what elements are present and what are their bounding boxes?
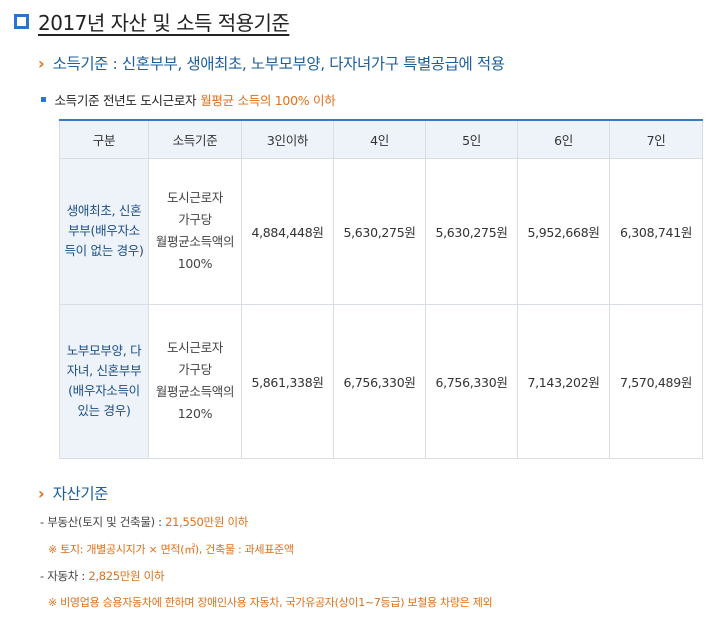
basis-line: 도시근로자 [166, 340, 223, 355]
income-section-heading: › 소득기준 : 신혼부부, 생애최초, 노부모부양, 다자녀가구 특별공급에 … [38, 52, 505, 74]
row-basis: 도시근로자 가구당 월평균소득액의 100% [148, 157, 242, 305]
value-cell: 5,630,275원 [425, 157, 518, 305]
chevron-right-icon: › [38, 483, 45, 503]
bullet-icon: ▪ [40, 94, 47, 105]
header-3-persons: 3인이하 [241, 119, 334, 159]
header-7-persons: 7인 [609, 119, 703, 159]
header-category: 구분 [59, 119, 149, 159]
page-title-row: 2017년 자산 및 소득 적용기준 [14, 6, 290, 36]
value-cell: 6,756,330원 [425, 303, 518, 459]
header-basis: 소득기준 [148, 119, 242, 159]
value-cell: 6,308,741원 [609, 157, 703, 305]
income-table: 구분 소득기준 3인이하 4인 5인 6인 7인 생애최초, 신혼부부(배우자소… [59, 119, 703, 459]
asset-item-label: - 자동차 : [40, 569, 89, 583]
page-title: 2017년 자산 및 소득 적용기준 [38, 10, 290, 35]
value-cell: 5,630,275원 [333, 157, 426, 305]
table-row: 노부모부양, 다자녀, 신혼부부(배우자소득이 있는 경우) 도시근로자 가구당… [59, 303, 703, 459]
basis-line: 가구당 [178, 212, 212, 227]
header-6-persons: 6인 [517, 119, 610, 159]
income-note-text: 소득기준 전년도 도시근로자 [54, 93, 197, 108]
asset-item-note: ※ 비영업용 승용자동차에 한하며 장애인사용 자동차, 국가유공자(상이1~7… [48, 596, 493, 609]
basis-line: 가구당 [178, 362, 212, 377]
header-5-persons: 5인 [425, 119, 518, 159]
header-4-persons: 4인 [333, 119, 426, 159]
basis-line: 월평균소득액의 [155, 384, 235, 399]
income-section-title: 소득기준 : 신혼부부, 생애최초, 노부모부양, 다자녀가구 특별공급에 적용 [52, 55, 505, 73]
value-cell: 4,884,448원 [241, 157, 334, 305]
income-note-highlight: 월평균 소득의 100% 이하 [200, 93, 336, 108]
table-header-row: 구분 소득기준 3인이하 4인 5인 6인 7인 [59, 119, 703, 159]
asset-item-vehicle: - 자동차 : 2,825만원 이하 [40, 568, 165, 584]
chevron-right-icon: › [38, 53, 45, 73]
value-cell: 7,570,489원 [609, 303, 703, 459]
value-cell: 5,861,338원 [241, 303, 334, 459]
basis-line: 도시근로자 [166, 190, 223, 205]
asset-item-value: 2,825만원 이하 [88, 569, 165, 583]
row-basis: 도시근로자 가구당 월평균소득액의 120% [148, 303, 242, 459]
square-outline-icon [14, 13, 29, 29]
value-cell: 7,143,202원 [517, 303, 610, 459]
asset-item-value: 21,550만원 이하 [165, 515, 249, 529]
income-note: ▪ 소득기준 전년도 도시근로자 월평균 소득의 100% 이하 [40, 90, 336, 109]
table-row: 생애최초, 신혼부부(배우자소득이 없는 경우) 도시근로자 가구당 월평균소득… [59, 157, 703, 305]
asset-section-heading: › 자산기준 [38, 482, 108, 504]
row-category: 노부모부양, 다자녀, 신혼부부(배우자소득이 있는 경우) [59, 303, 149, 459]
row-category: 생애최초, 신혼부부(배우자소득이 없는 경우) [59, 157, 149, 305]
asset-item-note: ※ 토지: 개별공시지가 × 면적(㎡), 건축물 : 과세표준액 [48, 543, 294, 556]
asset-item-label: - 부동산(토지 및 건축물) : [40, 515, 166, 529]
asset-item-real-estate: - 부동산(토지 및 건축물) : 21,550만원 이하 [40, 514, 248, 530]
basis-line: 월평균소득액의 [155, 234, 235, 249]
basis-line: 100% [177, 256, 213, 271]
value-cell: 5,952,668원 [517, 157, 610, 305]
basis-line: 120% [177, 406, 213, 421]
value-cell: 6,756,330원 [333, 303, 426, 459]
asset-section-title: 자산기준 [52, 485, 109, 503]
